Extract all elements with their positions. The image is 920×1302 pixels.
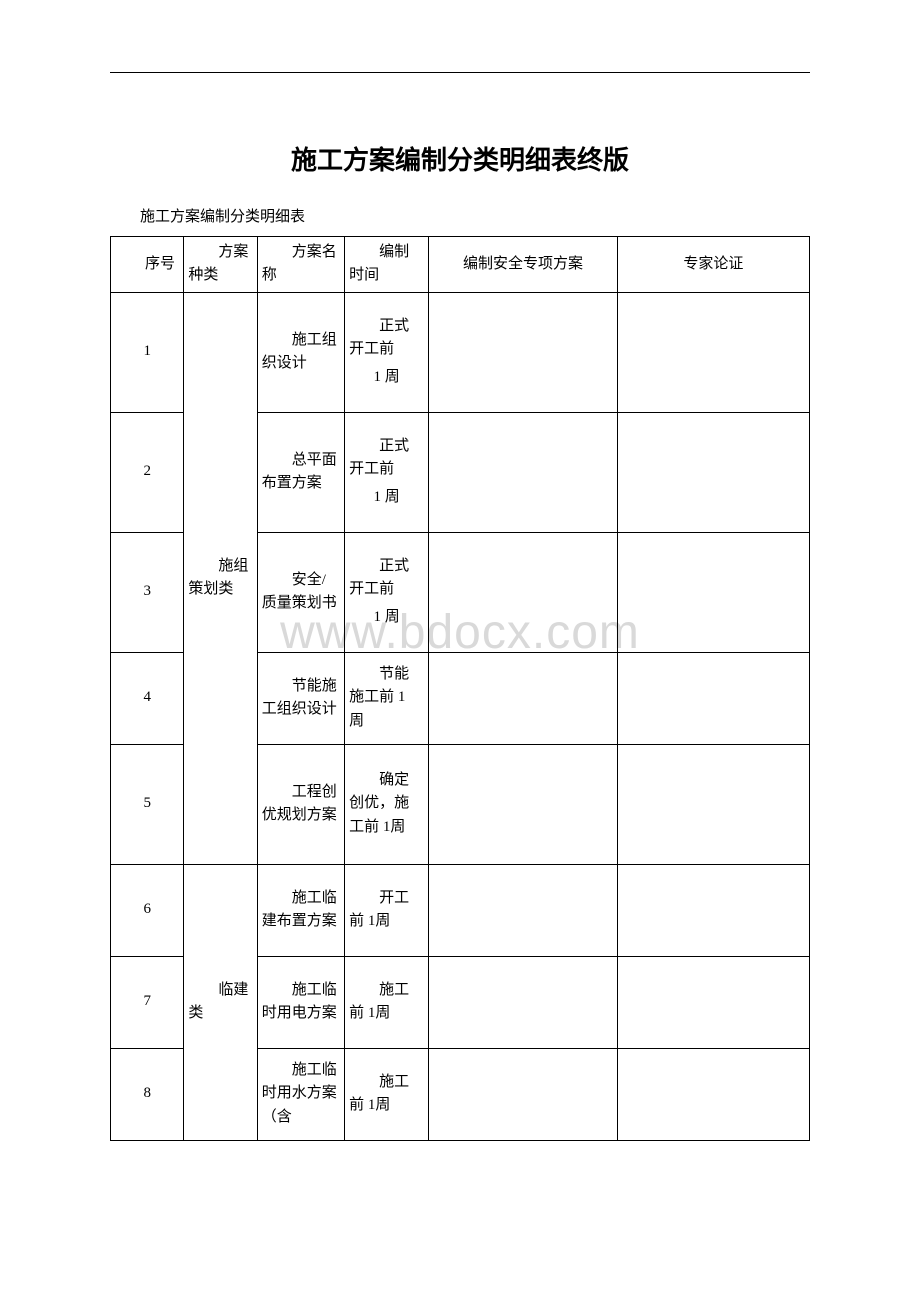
cell-expert [617,292,809,412]
cell-plan-name: 工程创优规划方案 [257,744,344,864]
cell-seq: 1 [111,292,184,412]
cell-seq: 7 [111,956,184,1048]
table-header-row: 序号 方案种类 方案名称 编制时间 编制安全专项方案 专家论证 [111,237,810,293]
th-seq: 序号 [111,237,184,293]
cell-seq: 6 [111,864,184,956]
page-top-rule [110,72,810,73]
schedule-table: 序号 方案种类 方案名称 编制时间 编制安全专项方案 专家论证 1 施组策划类 … [110,236,810,1141]
cell-expert [617,744,809,864]
cell-time-main: 正式开工前 [349,558,409,597]
cell-plan-name: 施工临建布置方案 [257,864,344,956]
cell-seq: 4 [111,652,184,744]
cell-seq: 8 [111,1048,184,1140]
cell-safety [429,864,618,956]
cell-time-tail: 1 周 [349,366,424,389]
th-name: 方案名称 [257,237,344,293]
cell-safety [429,744,618,864]
cell-time: 节能施工前 1 周 [345,652,429,744]
cell-time: 施工前 1周 [345,1048,429,1140]
th-expert: 专家论证 [617,237,809,293]
cell-seq: 2 [111,412,184,532]
th-category: 方案种类 [184,237,257,293]
cell-plan-name: 施工组织设计 [257,292,344,412]
cell-expert [617,532,809,652]
cell-safety [429,956,618,1048]
cell-safety [429,292,618,412]
cell-seq: 3 [111,532,184,652]
cell-plan-name: 施工临时用电方案 [257,956,344,1048]
cell-category-planning: 施组策划类 [184,292,257,864]
th-safety: 编制安全专项方案 [429,237,618,293]
cell-expert [617,956,809,1048]
cell-safety [429,652,618,744]
page-title: 施工方案编制分类明细表终版 [110,140,810,177]
cell-safety [429,412,618,532]
cell-time-tail: 1 周 [349,486,424,509]
cell-expert [617,412,809,532]
cell-plan-name: 安全/质量策划书 [257,532,344,652]
cell-time: 正式开工前 1 周 [345,292,429,412]
cell-time: 正式开工前 1 周 [345,412,429,532]
table-row: 1 施组策划类 施工组织设计 正式开工前 1 周 [111,292,810,412]
cell-time: 开工前 1周 [345,864,429,956]
cell-seq: 5 [111,744,184,864]
cell-category-temp: 临建类 [184,864,257,1140]
cell-time-tail: 1 周 [349,606,424,629]
table-row: 6 临建类 施工临建布置方案 开工前 1周 [111,864,810,956]
cell-plan-name: 施工临时用水方案（含 [257,1048,344,1140]
cell-expert [617,1048,809,1140]
cell-time-main: 正式开工前 [349,318,409,357]
th-time: 编制时间 [345,237,429,293]
cell-safety [429,1048,618,1140]
page-subtitle: 施工方案编制分类明细表 [110,205,810,226]
cell-time: 施工前 1周 [345,956,429,1048]
cell-time: 正式开工前 1 周 [345,532,429,652]
cell-expert [617,864,809,956]
cell-safety [429,532,618,652]
cell-expert [617,652,809,744]
cell-plan-name: 总平面布置方案 [257,412,344,532]
cell-plan-name: 节能施工组织设计 [257,652,344,744]
cell-time-main: 正式开工前 [349,438,409,477]
cell-time: 确定创优，施工前 1周 [345,744,429,864]
